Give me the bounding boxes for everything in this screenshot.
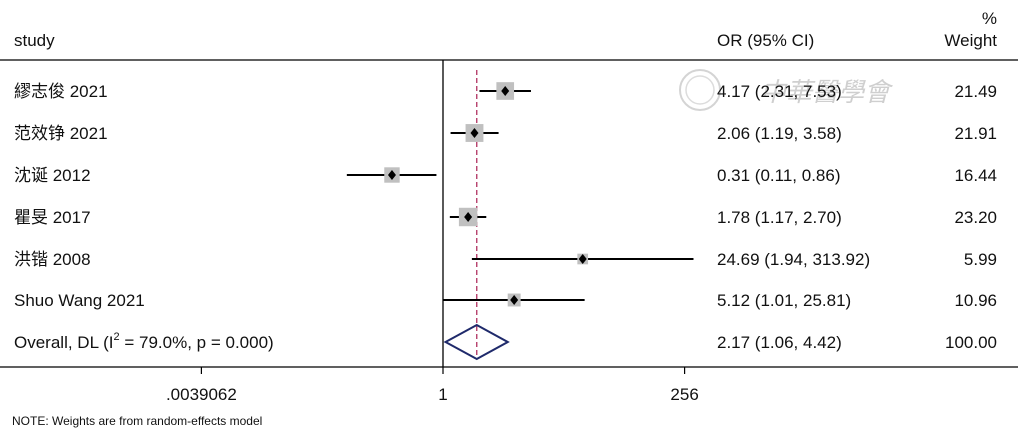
study-label: Shuo Wang 2021 <box>14 291 145 310</box>
overall-row: Overall, DL (I2 = 79.0%, p = 0.000) 2.17 … <box>14 323 997 361</box>
or-ci-value: 4.17 (2.31, 7.53) <box>717 82 842 101</box>
or-ci-value: 1.78 (1.17, 2.70) <box>717 208 842 227</box>
study-row: 洪锴 2008 24.69 (1.94, 313.92) 5.99 <box>14 250 997 269</box>
or-ci-value: 2.06 (1.19, 3.58) <box>717 124 842 143</box>
weight-value: 10.96 <box>954 291 997 310</box>
watermark-seal-icon <box>679 69 721 111</box>
study-row: 繆志俊 2021 4.17 (2.31, 7.53) 21.49 <box>14 82 997 101</box>
watermark-text: 中華醫學會 <box>760 77 894 107</box>
study-row: 沈诞 2012 0.31 (0.11, 0.86) 16.44 <box>14 166 997 185</box>
point-estimate <box>387 170 396 180</box>
footnote: NOTE: Weights are from random-effects mo… <box>12 414 262 428</box>
header-or-ci: OR (95% CI) <box>717 31 814 50</box>
or-ci-value: 24.69 (1.94, 313.92) <box>717 250 870 269</box>
x-tick-label: 1 <box>438 385 447 404</box>
weight-value: 16.44 <box>954 166 997 185</box>
header-weight-percent: % <box>982 9 997 28</box>
or-ci-value: 0.31 (0.11, 0.86) <box>717 166 841 185</box>
study-label: 瞿旻 2017 <box>14 208 91 227</box>
weight-value: 5.99 <box>964 250 997 269</box>
point-estimate <box>501 86 510 96</box>
weight-value: 21.49 <box>954 82 997 101</box>
overall-weight: 100.00 <box>945 333 997 352</box>
weight-value: 21.91 <box>954 124 997 143</box>
overall-label: Overall, DL (I2 = 79.0%, p = 0.000) <box>14 331 274 352</box>
study-row: Shuo Wang 2021 5.12 (1.01, 25.81) 10.96 <box>14 291 997 310</box>
point-estimate <box>578 254 587 264</box>
study-label: 沈诞 2012 <box>14 166 91 185</box>
watermark: 中華醫學會 <box>679 69 894 111</box>
weight-value: 23.20 <box>954 208 997 227</box>
watermark-seal-inner-icon <box>685 75 715 105</box>
point-estimate <box>510 295 519 305</box>
point-estimate <box>470 128 479 138</box>
header-weight: Weight <box>944 31 997 50</box>
overall-or-ci: 2.17 (1.06, 4.42) <box>717 333 842 352</box>
x-tick-label: .0039062 <box>166 385 237 404</box>
study-row: 瞿旻 2017 1.78 (1.17, 2.70) 23.20 <box>14 207 997 227</box>
x-tick-label: 256 <box>670 385 698 404</box>
study-label: 洪锴 2008 <box>14 250 91 269</box>
or-ci-value: 5.12 (1.01, 25.81) <box>717 291 851 310</box>
header-study: study <box>14 31 55 50</box>
study-row: 范效铮 2021 2.06 (1.19, 3.58) 21.91 <box>14 124 997 143</box>
study-label: 范效铮 2021 <box>14 124 108 143</box>
overall-diamond <box>443 323 510 361</box>
study-label: 繆志俊 2021 <box>14 82 108 101</box>
point-estimate <box>464 212 473 222</box>
